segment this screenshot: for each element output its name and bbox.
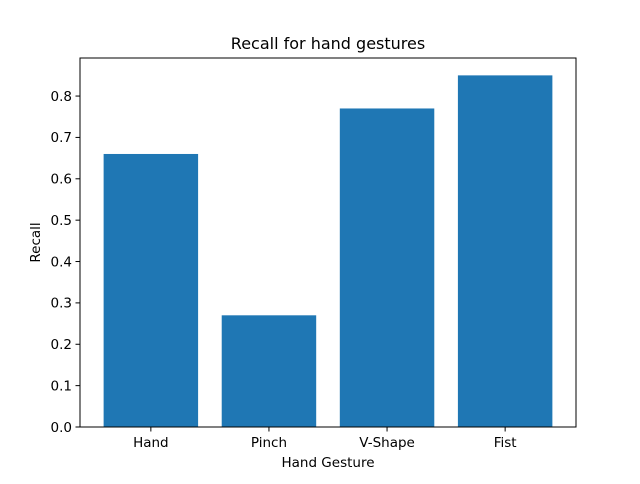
chart-title: Recall for hand gestures: [231, 34, 425, 53]
plot-area-frame: [79, 57, 577, 428]
y-tick-label: 0.8: [51, 89, 72, 105]
x-tick-label: Fist: [494, 435, 517, 451]
y-tick-label: 0.6: [51, 172, 72, 188]
y-tick-label: 0.3: [51, 296, 72, 312]
y-axis-label: Recall: [28, 222, 44, 262]
y-tick-label: 0.0: [51, 420, 72, 436]
y-tick-label: 0.7: [51, 130, 72, 146]
x-axis-label: Hand Gesture: [281, 455, 374, 471]
x-tick-label: V-Shape: [359, 435, 415, 451]
x-ticks-group: Hand Pinch V-Shape Fist: [133, 427, 517, 451]
bar-hand: [103, 153, 199, 427]
y-tick-label: 0.2: [51, 337, 72, 353]
bars-group: [103, 75, 553, 428]
x-tick-label: Pinch: [251, 435, 287, 451]
bar-pinch: [221, 315, 317, 427]
y-tick-label: 0.4: [51, 254, 72, 270]
y-ticks-group: 0.0 0.1 0.2 0.3 0.4 0.5 0.6 0.7 0.8: [51, 89, 80, 436]
x-tick-label: Hand: [133, 435, 169, 451]
bar-v-shape: [339, 108, 435, 427]
y-tick-label: 0.1: [51, 378, 72, 394]
y-tick-label: 0.5: [51, 213, 72, 229]
bar-fist: [457, 75, 553, 428]
